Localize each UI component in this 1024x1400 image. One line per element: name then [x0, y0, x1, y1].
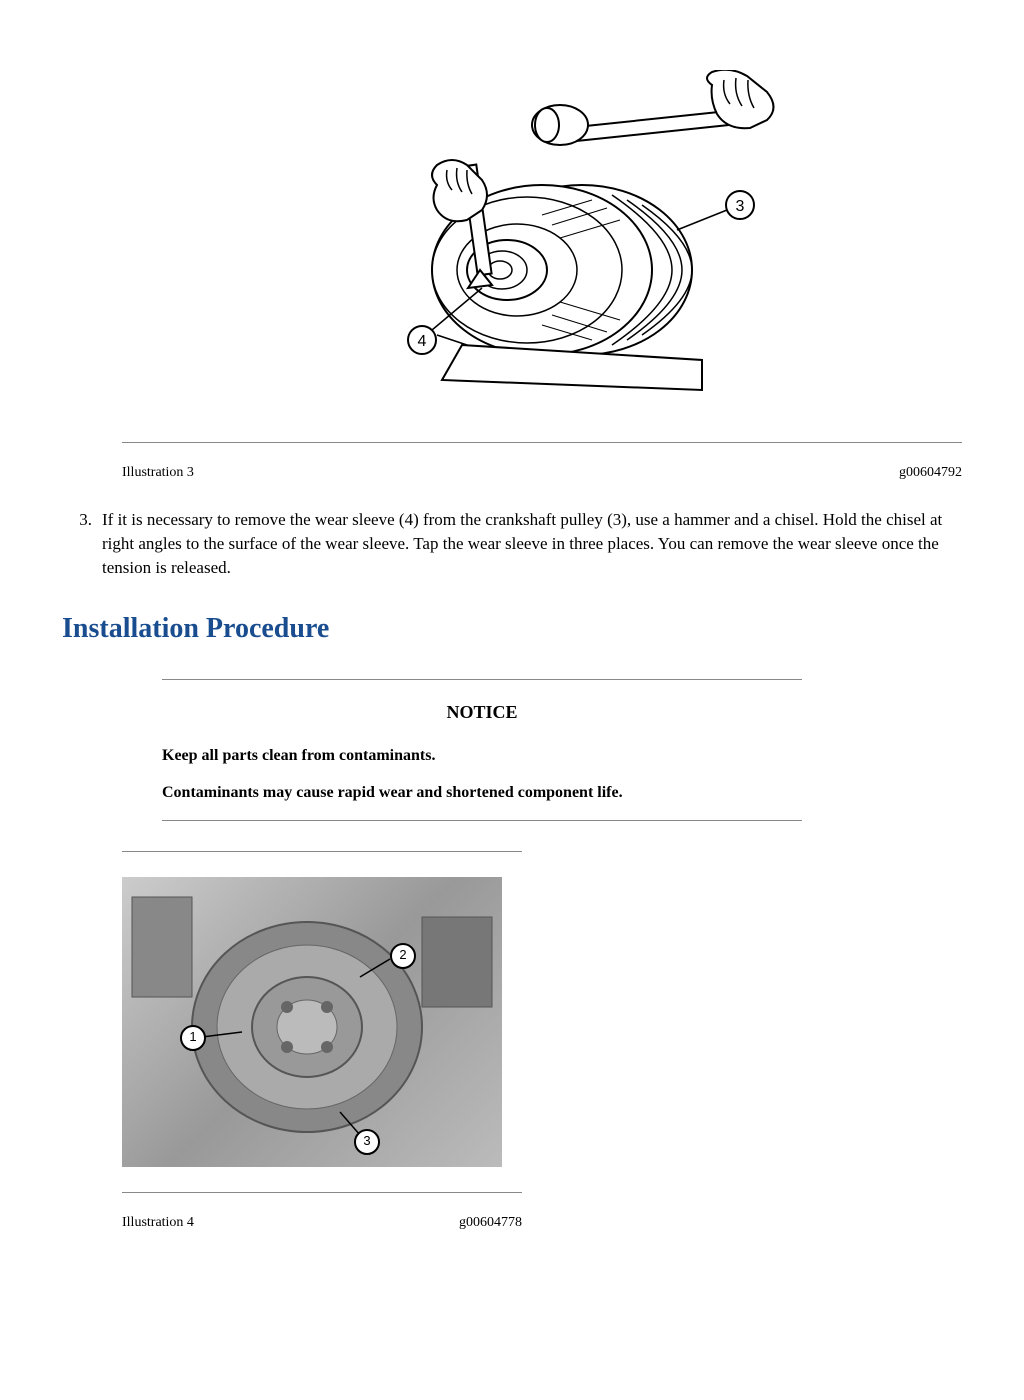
notice-line-1: Keep all parts clean from contaminants. — [162, 745, 802, 767]
installation-procedure-heading: Installation Procedure — [62, 609, 962, 648]
divider — [122, 851, 522, 852]
step-list: 3. If it is necessary to remove the wear… — [62, 508, 962, 579]
callout-2-label: 2 — [399, 946, 406, 964]
illustration-3-block: 3 4 Illustration 3 g00604792 — [122, 60, 962, 488]
callout-2: 2 — [390, 943, 416, 969]
illustration-3-label: Illustration 3 — [122, 463, 194, 483]
callout-1: 1 — [180, 1025, 206, 1051]
callout-3: 3 — [354, 1129, 380, 1155]
callout-3-label: 3 — [736, 198, 745, 215]
divider — [162, 820, 802, 821]
step-3-number: 3. — [62, 508, 102, 579]
divider — [162, 679, 802, 680]
divider — [122, 442, 962, 443]
illustration-3-caption: Illustration 3 g00604792 — [122, 458, 962, 488]
illustration-3-code: g00604792 — [899, 463, 962, 483]
notice-title: NOTICE — [162, 700, 802, 725]
crankshaft-pulley-photo: 1 2 3 — [122, 877, 502, 1167]
callout-3-label: 3 — [363, 1132, 370, 1150]
callout-4-label: 4 — [418, 333, 427, 350]
illustration-3-image: 3 4 — [122, 60, 962, 427]
illustration-4-label: Illustration 4 — [122, 1213, 194, 1233]
notice-block: NOTICE Keep all parts clean from contami… — [162, 679, 802, 821]
notice-line-2: Contaminants may cause rapid wear and sh… — [162, 782, 802, 804]
step-3: 3. If it is necessary to remove the wear… — [62, 508, 962, 579]
wear-sleeve-diagram: 3 4 — [282, 70, 802, 410]
step-3-text: If it is necessary to remove the wear sl… — [102, 508, 962, 579]
illustration-4-caption: Illustration 4 g00604778 — [122, 1208, 522, 1238]
callout-1-label: 1 — [189, 1028, 196, 1046]
illustration-4-block: 1 2 3 Illustration 4 g00604778 — [122, 851, 522, 1238]
illustration-4-code: g00604778 — [459, 1213, 522, 1233]
divider — [122, 1192, 522, 1193]
illustration-4-image: 1 2 3 — [122, 867, 522, 1177]
